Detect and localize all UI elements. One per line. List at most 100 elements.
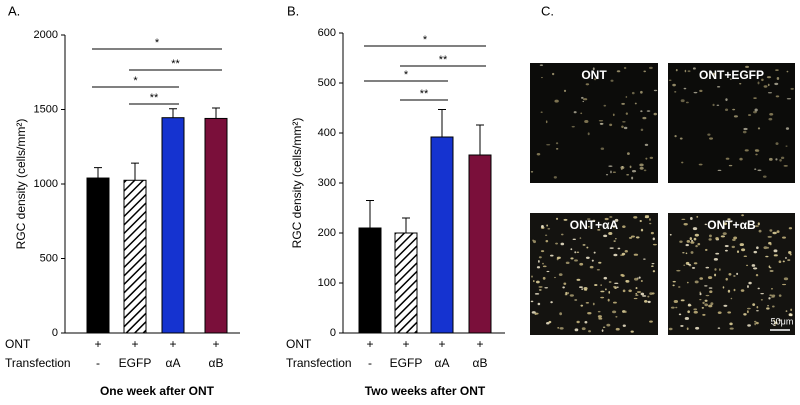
cell-speck xyxy=(603,104,607,107)
cell-speck xyxy=(597,315,603,318)
cell-speck xyxy=(785,310,788,312)
cell-speck xyxy=(767,83,770,87)
cell-speck xyxy=(546,270,550,273)
bar xyxy=(123,179,147,334)
cell-speck xyxy=(775,69,779,72)
cell-speck xyxy=(772,231,777,235)
cell-speck xyxy=(695,326,700,330)
cell-speck xyxy=(680,299,685,302)
cell-speck xyxy=(693,262,698,265)
y-tick-label: 300 xyxy=(318,177,336,189)
y-tick-label: 500 xyxy=(318,77,336,89)
cell-speck xyxy=(584,120,589,123)
cell-speck xyxy=(534,312,539,315)
cell-speck xyxy=(743,127,748,131)
cell-speck xyxy=(592,67,595,71)
cell-speck xyxy=(546,144,551,146)
cell-speck xyxy=(530,171,534,173)
cell-speck xyxy=(739,83,742,85)
cell-speck xyxy=(743,255,748,257)
significance-label: ** xyxy=(171,58,180,70)
cell-speck xyxy=(647,300,651,304)
cell-speck xyxy=(708,287,713,289)
cell-speck xyxy=(769,243,772,246)
cell-speck xyxy=(616,70,621,73)
cell-speck xyxy=(678,313,682,316)
cell-speck xyxy=(598,261,602,264)
y-tick-label: 0 xyxy=(330,327,336,339)
cell-speck xyxy=(587,312,592,315)
cell-speck xyxy=(651,265,654,267)
cell-speck xyxy=(790,308,793,312)
cell-speck xyxy=(639,163,644,167)
cell-speck xyxy=(622,324,626,327)
cell-speck xyxy=(683,264,686,266)
cell-speck xyxy=(789,253,792,256)
cell-speck xyxy=(622,310,626,313)
cell-speck xyxy=(613,253,618,257)
cell-speck xyxy=(704,303,709,307)
cell-speck xyxy=(684,317,690,320)
cell-speck xyxy=(540,250,545,253)
cell-speck xyxy=(778,294,782,297)
cell-speck xyxy=(708,137,714,140)
cell-speck xyxy=(752,303,756,306)
cell-speck xyxy=(535,280,540,284)
cell-speck xyxy=(779,159,782,162)
cell-speck xyxy=(624,249,628,253)
cell-speck xyxy=(531,275,533,278)
cell-speck xyxy=(635,236,640,239)
cell-speck xyxy=(767,235,772,238)
cell-speck xyxy=(567,291,569,295)
cell-speck xyxy=(768,157,773,161)
cell-speck xyxy=(565,291,568,295)
cell-speck xyxy=(621,102,625,105)
cell-speck xyxy=(579,237,582,239)
cell-speck xyxy=(788,227,793,230)
cell-speck xyxy=(719,268,721,272)
cell-speck xyxy=(622,120,626,123)
cell-speck xyxy=(545,239,549,243)
cell-speck xyxy=(712,103,715,107)
significance-label: ** xyxy=(150,92,159,104)
cell-speck xyxy=(598,120,604,122)
cell-speck xyxy=(530,300,534,303)
cell-speck xyxy=(692,67,696,70)
cell-speck xyxy=(649,156,654,160)
cell-speck xyxy=(649,320,653,323)
cell-speck xyxy=(668,327,673,331)
cell-speck xyxy=(560,242,565,246)
bar xyxy=(468,154,492,334)
cell-speck xyxy=(580,96,584,99)
cell-speck xyxy=(729,322,733,326)
cell-speck xyxy=(563,218,568,221)
cell-speck xyxy=(685,101,689,104)
cell-speck xyxy=(756,310,759,312)
cell-speck xyxy=(544,234,548,236)
cell-speck xyxy=(685,252,688,255)
cell-speck xyxy=(741,248,746,252)
cell-speck xyxy=(605,288,607,291)
cell-speck xyxy=(579,262,584,266)
cell-speck xyxy=(587,132,590,136)
cell-speck xyxy=(692,227,698,231)
cell-speck xyxy=(747,114,752,116)
cell-speck xyxy=(754,149,759,151)
cell-speck xyxy=(728,273,732,276)
cell-speck xyxy=(672,284,675,287)
cell-speck xyxy=(725,157,730,160)
row-label: ONT xyxy=(286,337,312,351)
cell-speck xyxy=(620,273,624,277)
cell-speck xyxy=(782,236,786,239)
cell-speck xyxy=(583,287,588,290)
cell-speck xyxy=(739,243,744,247)
cell-speck xyxy=(597,229,601,231)
cell-speck xyxy=(724,244,729,248)
cell-speck xyxy=(559,312,563,316)
cell-speck xyxy=(753,250,758,254)
micrograph xyxy=(668,63,795,183)
cell-speck xyxy=(536,153,541,156)
cell-speck xyxy=(699,291,702,294)
cell-speck xyxy=(555,148,559,150)
cell-speck xyxy=(782,260,785,263)
